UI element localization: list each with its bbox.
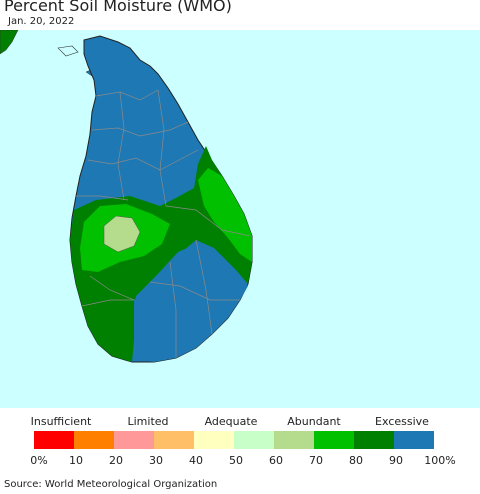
page-title: Percent Soil Moisture (WMO) [4, 0, 232, 15]
region-70-80-east [198, 168, 252, 262]
legend-swatch [314, 431, 354, 449]
legend-swatch [74, 431, 114, 449]
legend-swatch [394, 431, 434, 449]
legend-tick: 20 [109, 454, 123, 467]
legend-swatch [274, 431, 314, 449]
legend: Insufficient Limited Adequate Abundant E… [0, 408, 480, 474]
legend-tick: 30 [149, 454, 163, 467]
legend-tick: 50 [229, 454, 243, 467]
india-corner [0, 29, 19, 55]
legend-category-abundant: Abundant [287, 415, 341, 428]
north-islands [57, 45, 79, 57]
legend-tick: 40 [189, 454, 203, 467]
legend-tick: 70 [309, 454, 323, 467]
legend-tick: 0% [30, 454, 48, 467]
legend-tick: 10 [69, 454, 83, 467]
region-90-100-southeast [136, 244, 248, 362]
source-credit: Source: World Meteorological Organizatio… [4, 479, 218, 490]
legend-swatch [194, 431, 234, 449]
legend-tick: 90 [389, 454, 403, 467]
footer: Source: World Meteorological Organizatio… [0, 474, 480, 494]
legend-swatch [34, 431, 74, 449]
region-60-70 [103, 215, 141, 253]
sri-lanka-map [0, 29, 480, 408]
legend-category-limited: Limited [127, 415, 169, 428]
legend-category-adequate: Adequate [204, 415, 258, 428]
legend-tick: 80 [349, 454, 363, 467]
legend-swatch [354, 431, 394, 449]
legend-tick: 60 [269, 454, 283, 467]
legend-swatch [114, 431, 154, 449]
legend-swatch [234, 431, 274, 449]
legend-swatch [154, 431, 194, 449]
map-area [0, 29, 480, 408]
legend-category-excessive: Excessive [375, 415, 429, 428]
district-boundaries [76, 89, 251, 358]
legend-tick: 100% [424, 454, 456, 467]
date-label: Jan. 20, 2022 [8, 16, 75, 27]
legend-category-insufficient: Insufficient [30, 415, 92, 428]
